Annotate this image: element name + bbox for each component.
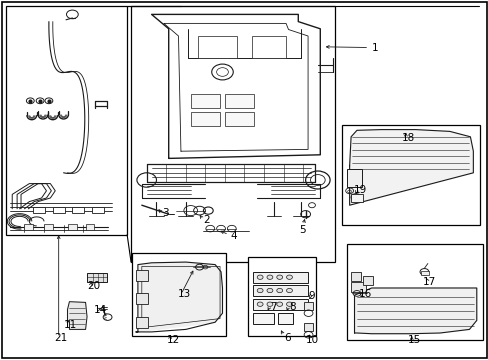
- Bar: [190, 94, 220, 108]
- Bar: [6, 6, 127, 235]
- Text: 16: 16: [358, 289, 372, 300]
- Polygon shape: [349, 130, 472, 205]
- Text: 17: 17: [422, 276, 435, 287]
- Bar: [342, 125, 479, 225]
- Circle shape: [286, 302, 292, 306]
- Text: 11: 11: [64, 320, 78, 330]
- Circle shape: [276, 275, 282, 279]
- Polygon shape: [67, 302, 87, 329]
- Bar: [362, 276, 372, 285]
- Text: 9: 9: [308, 291, 315, 301]
- Bar: [346, 244, 482, 340]
- Bar: [350, 272, 360, 281]
- Bar: [92, 207, 103, 213]
- Circle shape: [266, 288, 272, 293]
- Bar: [53, 207, 64, 213]
- Text: 4: 4: [230, 231, 237, 241]
- Bar: [72, 207, 84, 213]
- Bar: [253, 313, 273, 324]
- Circle shape: [286, 275, 292, 279]
- Text: 1: 1: [371, 42, 378, 53]
- Text: 15: 15: [407, 335, 421, 345]
- Bar: [251, 36, 285, 58]
- Circle shape: [257, 275, 263, 279]
- Bar: [131, 6, 335, 262]
- Bar: [33, 207, 45, 213]
- Bar: [277, 313, 293, 324]
- Text: 20: 20: [87, 281, 100, 291]
- Text: 12: 12: [166, 335, 180, 345]
- Bar: [136, 317, 148, 328]
- Circle shape: [257, 288, 263, 293]
- Circle shape: [257, 302, 263, 306]
- Text: 7: 7: [270, 302, 277, 312]
- Bar: [248, 257, 315, 336]
- Bar: [85, 224, 94, 230]
- Text: 14: 14: [93, 305, 107, 315]
- Bar: [253, 299, 307, 310]
- Text: 2: 2: [203, 215, 209, 225]
- Bar: [350, 194, 363, 202]
- Circle shape: [266, 275, 272, 279]
- Text: 19: 19: [353, 185, 367, 195]
- Bar: [136, 270, 148, 281]
- Bar: [350, 282, 365, 292]
- Bar: [24, 224, 33, 230]
- Circle shape: [276, 288, 282, 293]
- Bar: [44, 224, 53, 230]
- Polygon shape: [354, 288, 476, 334]
- Text: 5: 5: [298, 225, 305, 235]
- Bar: [420, 271, 428, 275]
- Circle shape: [286, 288, 292, 293]
- Text: 3: 3: [162, 208, 168, 218]
- Text: 8: 8: [288, 302, 295, 312]
- Bar: [224, 112, 254, 126]
- Text: 18: 18: [401, 132, 414, 143]
- Bar: [253, 285, 307, 296]
- Text: 6: 6: [284, 333, 290, 343]
- Bar: [132, 253, 225, 336]
- Circle shape: [276, 302, 282, 306]
- Bar: [304, 302, 312, 310]
- Circle shape: [266, 302, 272, 306]
- Bar: [136, 293, 148, 304]
- Polygon shape: [136, 262, 222, 332]
- Bar: [87, 273, 106, 282]
- Text: 21: 21: [54, 333, 68, 343]
- Bar: [190, 112, 220, 126]
- Bar: [224, 94, 254, 108]
- Bar: [253, 272, 307, 283]
- Text: 13: 13: [178, 289, 191, 300]
- Text: 10: 10: [305, 335, 318, 345]
- Bar: [346, 169, 361, 187]
- Bar: [304, 323, 312, 331]
- Bar: [198, 36, 237, 58]
- Bar: [68, 224, 77, 230]
